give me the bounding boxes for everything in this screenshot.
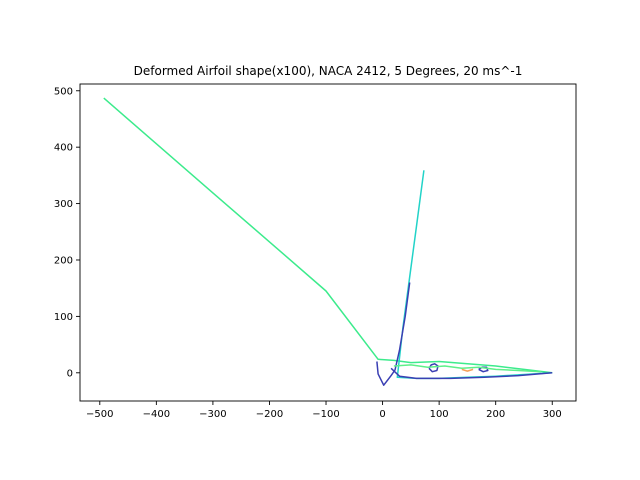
chart-title: Deformed Airfoil shape(x100), NACA 2412,…: [134, 64, 523, 78]
x-tick-label: −300: [199, 409, 226, 420]
y-tick-label: 200: [54, 255, 73, 266]
x-tick-label: 300: [543, 409, 562, 420]
series-line-3: [376, 282, 411, 386]
x-tick-label: −400: [143, 409, 170, 420]
y-axis: 0 100 200 300 400 500: [54, 86, 80, 379]
y-tick-label: 300: [54, 199, 73, 210]
x-tick-label: 0: [379, 409, 385, 420]
x-tick-label: −100: [312, 409, 339, 420]
series-line-8: [461, 368, 474, 372]
y-tick-label: 0: [67, 368, 73, 379]
y-tick-label: 400: [54, 143, 73, 154]
x-tick-label: −500: [86, 409, 113, 420]
x-axis: −500 −400 −300 −200 −100 0 100 200 300: [86, 401, 562, 420]
series-line-7: [393, 364, 541, 373]
series-line-2: [396, 170, 553, 380]
x-tick-label: 200: [486, 409, 505, 420]
x-tick-label: 100: [430, 409, 449, 420]
y-tick-label: 100: [54, 312, 73, 323]
x-tick-label: −200: [256, 409, 283, 420]
plot-lines: [103, 97, 553, 386]
y-tick-label: 500: [54, 86, 73, 97]
plot-frame: [79, 83, 577, 402]
series-line-1: [103, 97, 553, 374]
series-line-4: [390, 367, 553, 380]
